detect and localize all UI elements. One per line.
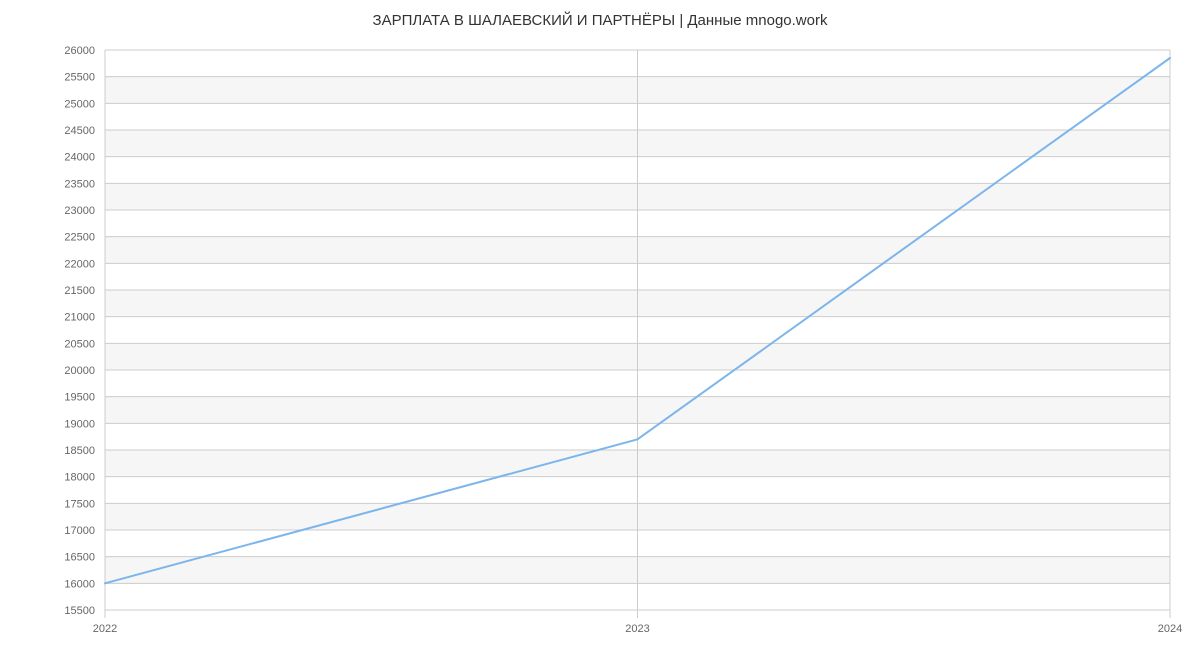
y-tick-label: 23500 — [64, 178, 95, 190]
y-tick-label: 23000 — [64, 205, 95, 217]
y-tick-label: 26000 — [64, 45, 95, 57]
chart-svg: 2022 2023 2024 15500 16000 16500 17000 17500 180… — [0, 0, 1200, 650]
y-tick-label: 17500 — [64, 498, 95, 510]
y-tick-label: 22000 — [64, 258, 95, 270]
x-tick-label: 2024 — [1158, 623, 1182, 635]
y-tick-label: 16500 — [64, 552, 95, 564]
y-tick-label: 24000 — [64, 152, 95, 164]
y-tick-label: 19000 — [64, 418, 95, 430]
y-tick-label: 20000 — [64, 365, 95, 377]
y-tick-label: 25500 — [64, 72, 95, 84]
y-tick-label: 15500 — [64, 605, 95, 617]
y-tick-label: 17000 — [64, 525, 95, 537]
salary-line-chart: ЗАРПЛАТА В ШАЛАЕВСКИЙ И ПАРТНЁРЫ | Данны… — [0, 0, 1200, 650]
x-tick-label: 2022 — [93, 623, 117, 635]
y-tick-label: 18000 — [64, 472, 95, 484]
y-tick-label: 21000 — [64, 312, 95, 324]
chart-title: ЗАРПЛАТА В ШАЛАЕВСКИЙ И ПАРТНЁРЫ | Данны… — [0, 12, 1200, 29]
y-tick-label: 18500 — [64, 445, 95, 457]
y-tick-label: 24500 — [64, 125, 95, 137]
y-tick-label: 20500 — [64, 338, 95, 350]
y-tick-label: 21500 — [64, 285, 95, 297]
y-tick-label: 22500 — [64, 232, 95, 244]
y-tick-label: 16000 — [64, 578, 95, 590]
x-tick-label: 2023 — [625, 623, 649, 635]
y-tick-label: 19500 — [64, 392, 95, 404]
y-tick-label: 25000 — [64, 98, 95, 110]
